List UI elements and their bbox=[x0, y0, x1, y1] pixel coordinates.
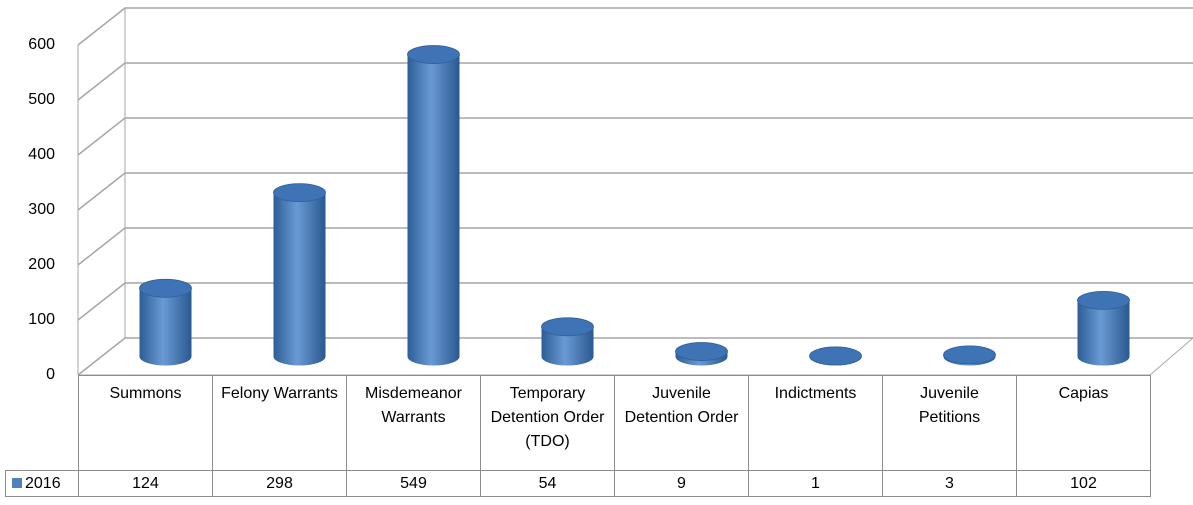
data-label: 298 bbox=[212, 470, 347, 497]
grid-line bbox=[77, 172, 1193, 211]
bar bbox=[541, 317, 594, 366]
bar bbox=[943, 345, 996, 366]
category-label: Temporary Detention Order (TDO) bbox=[480, 375, 615, 471]
bar bbox=[407, 45, 460, 366]
bar-top bbox=[541, 317, 594, 337]
bar-top bbox=[407, 45, 460, 64]
data-label: 124 bbox=[78, 470, 213, 497]
legend-label: 2016 bbox=[25, 475, 61, 492]
category-label: Capias bbox=[1016, 375, 1151, 471]
y-tick-label: 100 bbox=[28, 311, 55, 328]
grid-line bbox=[77, 7, 1193, 46]
category-label: Indictments bbox=[748, 375, 883, 471]
grid-line bbox=[77, 227, 1193, 266]
legend-entry: 2016 bbox=[5, 470, 79, 497]
bar bbox=[675, 342, 728, 366]
bar-top bbox=[809, 346, 862, 366]
y-tick-label: 300 bbox=[28, 201, 55, 218]
bar-body bbox=[273, 192, 326, 357]
bar-body bbox=[139, 288, 192, 357]
bar bbox=[809, 346, 862, 366]
category-label: Juvenile Detention Order bbox=[614, 375, 749, 471]
bar-top bbox=[1077, 290, 1130, 310]
bar-top bbox=[139, 278, 192, 298]
data-label: 3 bbox=[882, 470, 1017, 497]
data-label: 1 bbox=[748, 470, 883, 497]
category-label: Summons bbox=[78, 375, 213, 471]
grid-line bbox=[77, 62, 1193, 101]
bar-top bbox=[943, 345, 996, 365]
y-tick-label: 200 bbox=[28, 256, 55, 273]
category-label: Juvenile Petitions bbox=[882, 375, 1017, 471]
category-label: Misdemeanor Warrants bbox=[346, 375, 481, 471]
bar bbox=[273, 183, 326, 366]
data-label: 9 bbox=[614, 470, 749, 497]
bar-body bbox=[407, 54, 460, 357]
data-label: 54 bbox=[480, 470, 615, 497]
y-tick-label: 600 bbox=[28, 36, 55, 53]
floor-edge bbox=[1149, 337, 1193, 376]
bar-top bbox=[675, 342, 728, 361]
grid-line bbox=[77, 117, 1193, 156]
data-label: 102 bbox=[1016, 470, 1151, 497]
bar bbox=[139, 278, 192, 366]
y-tick-label: 400 bbox=[28, 146, 55, 163]
bar-top bbox=[273, 183, 326, 203]
data-label: 549 bbox=[346, 470, 481, 497]
category-label: Felony Warrants bbox=[212, 375, 347, 471]
legend-swatch bbox=[12, 478, 22, 488]
y-tick-label: 500 bbox=[28, 91, 55, 108]
grid-line bbox=[77, 337, 1193, 376]
y-tick-label: 0 bbox=[46, 366, 55, 383]
bar bbox=[1077, 290, 1130, 366]
grid-line bbox=[77, 282, 1193, 321]
